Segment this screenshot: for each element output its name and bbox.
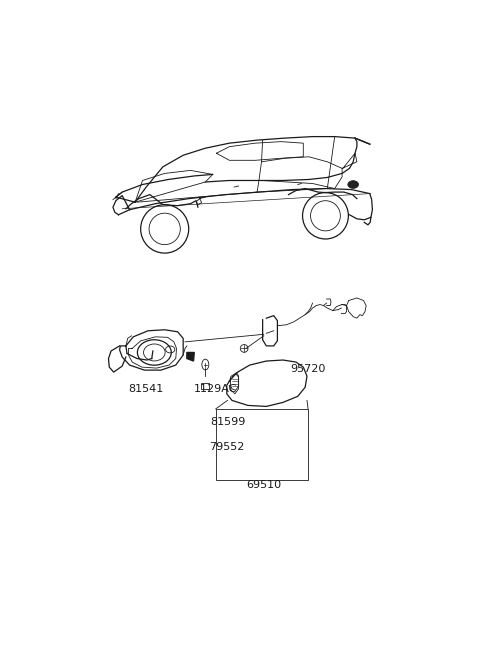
Text: 95720: 95720 [290,364,326,373]
Text: 81541: 81541 [129,384,164,394]
Text: 81599: 81599 [210,417,245,426]
Ellipse shape [348,181,359,189]
Bar [202,383,209,389]
Bar [216,409,308,479]
Text: 79552: 79552 [209,441,244,452]
Text: 1129AC: 1129AC [194,384,238,394]
Text: 69510: 69510 [246,479,281,489]
Polygon shape [187,352,194,361]
